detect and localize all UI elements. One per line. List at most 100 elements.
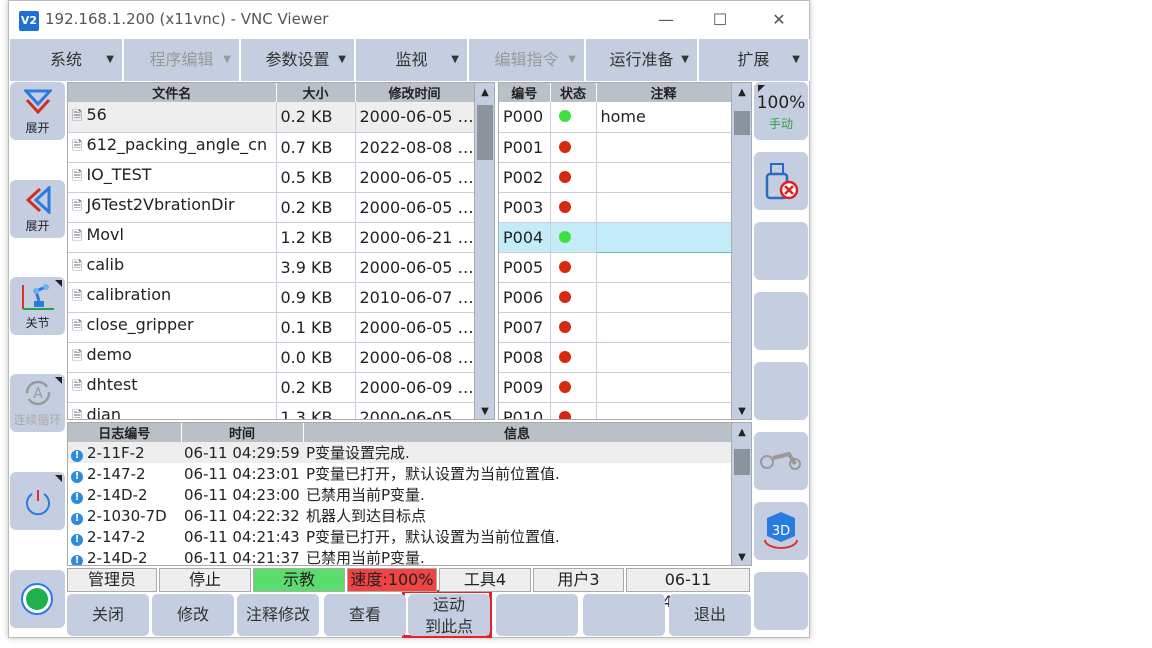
point-row[interactable]: P010 [499, 402, 732, 419]
empty-button-7[interactable] [583, 594, 665, 636]
log-row[interactable]: ! 2-14D-2 06-11 04:23:00 已禁用当前P变量. [68, 484, 731, 505]
point-row[interactable]: P008 [499, 342, 732, 373]
usb-button[interactable] [754, 152, 808, 210]
col-comment[interactable]: 注释 [596, 83, 732, 102]
file-row[interactable]: 🗎 close_gripper 0.1 KB 2000-06-05 … [68, 312, 475, 343]
servo-status-button[interactable] [10, 570, 65, 628]
point-row[interactable]: P004 [499, 221, 732, 253]
file-row[interactable]: 🗎 612_packing_angle_cn 0.7 KB 2022-08-08 … [68, 132, 475, 163]
log-row[interactable]: ! 2-147-2 06-11 04:21:43 P变量已打开，默认设置为当前位置值. [68, 526, 731, 547]
col-state[interactable]: 状态 [550, 83, 597, 102]
log-row[interactable]: ! 2-11F-2 06-11 04:29:59 P变量设置完成. [68, 442, 731, 463]
point-id: P002 [499, 162, 551, 193]
side-button-5[interactable] [754, 362, 808, 420]
col-size[interactable]: 大小 [276, 83, 356, 102]
exit-button[interactable]: 退出 [669, 594, 751, 636]
point-row[interactable]: P006 [499, 282, 732, 313]
view-button[interactable]: 查看 [324, 594, 406, 636]
point-row[interactable]: P009 [499, 372, 732, 403]
log-row[interactable]: ! 2-1030-7D 06-11 04:22:32 机器人到达目标点 [68, 505, 731, 526]
point-scrollbar[interactable]: ▲ ▼ [731, 83, 751, 419]
log-time: 06-11 04:23:00 [181, 484, 303, 505]
speed-mode-button[interactable]: 100% 手动 [754, 82, 808, 140]
move-to-point-button[interactable]: 运动 到此点 [408, 594, 490, 636]
power-button[interactable] [10, 472, 65, 530]
empty-button-6[interactable] [496, 594, 578, 636]
menu-5[interactable]: 运行准备 ▼ [586, 39, 699, 81]
file-row[interactable]: 🗎 calib 3.9 KB 2000-06-05 … [68, 252, 475, 283]
minimize-button[interactable]: — [658, 10, 674, 29]
file-size: 0.2 KB [276, 192, 356, 223]
file-row[interactable]: 🗎 demo 0.0 KB 2000-06-08 … [68, 342, 475, 373]
col-number[interactable]: 编号 [499, 83, 551, 102]
point-id: P007 [499, 312, 551, 343]
menu-1[interactable]: 程序编辑 ▼ [124, 39, 241, 81]
chevron-left-icon [25, 186, 51, 214]
menu-0[interactable]: 系统 ▼ [10, 39, 124, 81]
3d-view-button[interactable]: 3D [754, 502, 808, 560]
side-button-8[interactable] [754, 572, 808, 630]
file-row[interactable]: 🗎 dian 1.3 KB 2000-06-05 … [68, 402, 475, 419]
file-row[interactable]: 🗎 dhtest 0.2 KB 2000-06-09 … [68, 372, 475, 403]
point-list: 编号 状态 注释 P000 home P001 P002 P003 P004 P005 P006 P0… [498, 82, 752, 420]
log-scrollbar[interactable]: ▲ ▼ [731, 423, 751, 565]
file-modified: 2000-06-05 … [355, 252, 475, 283]
col-modified[interactable]: 修改时间 [355, 83, 475, 102]
point-id: P004 [499, 222, 551, 253]
point-row[interactable]: P000 home [499, 102, 732, 133]
status-teach-mode: 示教 [253, 568, 345, 592]
dropdown-arrow-icon: ▼ [681, 54, 689, 65]
menu-3[interactable]: 监视 ▼ [356, 39, 469, 81]
point-row[interactable]: P001 [499, 132, 732, 163]
file-row[interactable]: 🗎 IO_TEST 0.5 KB 2000-06-05 … [68, 162, 475, 193]
cell-text: 0.1 KB [280, 317, 333, 337]
col-info[interactable]: 信息 [303, 423, 732, 442]
menu-6[interactable]: 扩展 ▼ [699, 39, 810, 81]
dropdown-arrow-icon: ▼ [451, 54, 459, 65]
col-log-id[interactable]: 日志编号 [68, 423, 182, 442]
dropdown-arrow-icon: ▼ [223, 54, 231, 65]
point-row[interactable]: P003 [499, 192, 732, 223]
col-filename[interactable]: 文件名 [68, 83, 277, 102]
status-user-frame[interactable]: 用户3 [533, 568, 624, 592]
info-icon: ! [71, 533, 83, 546]
joint-mode-button[interactable]: 关节 [10, 277, 65, 335]
close-window-button[interactable]: ✕ [772, 10, 786, 29]
robot-button[interactable] [754, 432, 808, 490]
point-state [550, 312, 597, 343]
point-row[interactable]: P007 [499, 312, 732, 343]
continuous-loop-button[interactable]: A 连续循环 [10, 374, 65, 432]
status-user-role[interactable]: 管理员 [67, 568, 157, 592]
menu-4[interactable]: 编辑指令 ▼ [469, 39, 586, 81]
file-row[interactable]: 🗎 Movl 1.2 KB 2000-06-21 … [68, 222, 475, 253]
maximize-button[interactable]: ☐ [712, 10, 728, 29]
log-time: 06-11 04:29:59 [181, 442, 303, 463]
point-row[interactable]: P005 [499, 252, 732, 283]
file-scrollbar[interactable]: ▲ ▼ [474, 83, 494, 419]
log-id: ! 2-11F-2 [68, 442, 181, 463]
close-button[interactable]: 关闭 [67, 594, 149, 636]
edit-comment-button[interactable]: 注释修改 [237, 594, 319, 636]
robot-joint-icon [22, 284, 54, 310]
file-name: 🗎 56 [68, 102, 277, 133]
file-row[interactable]: 🗎 56 0.2 KB 2000-06-05 … [68, 102, 475, 133]
modify-button[interactable]: 修改 [152, 594, 234, 636]
log-time: 06-11 04:22:32 [181, 505, 303, 526]
menu-2[interactable]: 参数设置 ▼ [241, 39, 356, 81]
expand-left-button[interactable]: 展开 [10, 180, 65, 238]
expand-down-button[interactable]: 展开 [10, 82, 65, 140]
status-tool[interactable]: 工具4 [439, 568, 531, 592]
log-row[interactable]: ! 2-14D-2 06-11 04:21:37 已禁用当前P变量. [68, 547, 731, 566]
point-row[interactable]: P002 [499, 162, 732, 193]
col-time[interactable]: 时间 [181, 423, 304, 442]
status-dot-icon [558, 350, 571, 363]
cell-text: 2-14D-2 [87, 548, 148, 566]
point-comment [596, 252, 732, 283]
side-button-4[interactable] [754, 292, 808, 350]
cell-text: P变量已打开，默认设置为当前位置值. [306, 528, 560, 546]
cell-text: 2022-08-08 … [359, 137, 474, 157]
side-button-3[interactable] [754, 222, 808, 280]
file-row[interactable]: 🗎 calibration 0.9 KB 2010-06-07 … [68, 282, 475, 313]
file-row[interactable]: 🗎 J6Test2VbrationDir 0.2 KB 2000-06-05 … [68, 192, 475, 223]
log-row[interactable]: ! 2-147-2 06-11 04:23:01 P变量已打开，默认设置为当前位置值. [68, 463, 731, 484]
